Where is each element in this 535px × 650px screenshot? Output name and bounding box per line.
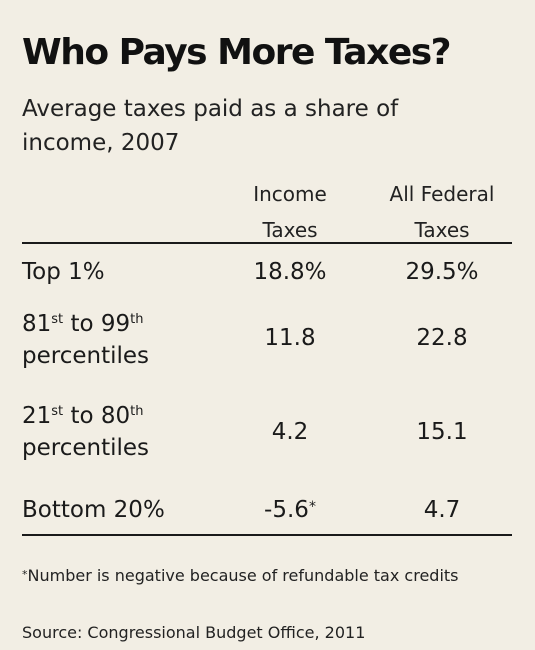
row-label-ordinal: th bbox=[130, 404, 144, 419]
chart-title: Who Pays More Taxes? bbox=[22, 32, 452, 73]
row-label: Bottom 20% bbox=[22, 497, 165, 523]
income-tax-value: 18.8% bbox=[253, 259, 327, 285]
row-label-ordinal: st bbox=[51, 312, 64, 327]
source-line: Source: Congressional Budget Office, 201… bbox=[22, 623, 366, 642]
row-label-line2: percentiles bbox=[22, 435, 150, 461]
row-label: 81st to 99th percentiles bbox=[22, 308, 149, 372]
footnote-marker: * bbox=[308, 499, 316, 515]
footnote-marker: * bbox=[22, 568, 28, 581]
federal-tax-value: 4.7 bbox=[423, 497, 461, 523]
row-label: Top 1% bbox=[22, 259, 105, 285]
row-label-part: 21 bbox=[22, 403, 52, 429]
row-label-part: to 99 bbox=[63, 311, 131, 337]
column-header-line: Taxes bbox=[414, 218, 470, 242]
row-label-part: 81 bbox=[22, 311, 52, 337]
row-label-line2: percentiles bbox=[22, 343, 150, 369]
column-header-line: Income bbox=[253, 182, 327, 206]
column-header-line: All Federal bbox=[389, 182, 495, 206]
row-label-ordinal: th bbox=[130, 312, 144, 327]
income-tax-value: -5.6* bbox=[234, 494, 346, 526]
footnote-text: Number is negative because of refundable… bbox=[27, 566, 459, 585]
income-tax-value: 4.2 bbox=[271, 419, 309, 445]
income-tax-value: 11.8 bbox=[264, 325, 316, 351]
federal-tax-value: 15.1 bbox=[416, 419, 468, 445]
table-bottom-divider bbox=[22, 534, 512, 536]
federal-tax-value: 29.5% bbox=[405, 259, 479, 285]
federal-tax-value: 22.8 bbox=[416, 325, 468, 351]
row-label: 21st to 80th percentiles bbox=[22, 400, 149, 464]
column-header-all-federal-taxes: All Federal Taxes bbox=[367, 176, 517, 248]
row-label-part: to 80 bbox=[63, 403, 131, 429]
chart-subtitle: Average taxes paid as a share of income,… bbox=[22, 96, 399, 156]
income-tax-number: -5.6 bbox=[264, 497, 309, 523]
header-divider bbox=[22, 242, 512, 244]
column-header-income-taxes: Income Taxes bbox=[234, 176, 346, 248]
footnote: *Number is negative because of refundabl… bbox=[22, 563, 492, 588]
row-label-ordinal: st bbox=[51, 404, 64, 419]
column-header-line: Taxes bbox=[262, 218, 318, 242]
